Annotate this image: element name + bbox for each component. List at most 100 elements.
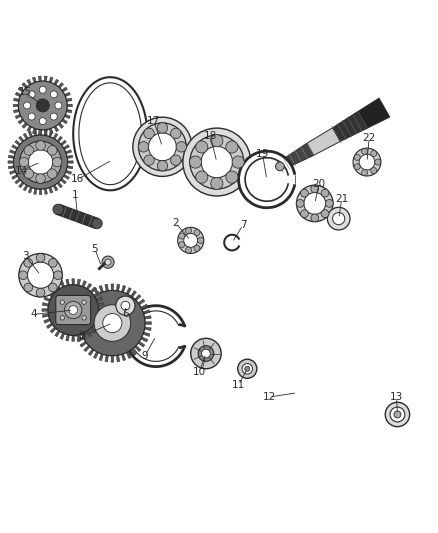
- Text: 17: 17: [147, 116, 160, 126]
- Text: 6: 6: [122, 309, 129, 319]
- Polygon shape: [67, 104, 72, 107]
- Circle shape: [24, 259, 32, 267]
- Polygon shape: [278, 143, 314, 170]
- Circle shape: [297, 185, 333, 222]
- Circle shape: [300, 210, 308, 217]
- Polygon shape: [105, 355, 109, 362]
- Polygon shape: [141, 304, 148, 309]
- Polygon shape: [22, 83, 27, 88]
- Polygon shape: [93, 352, 99, 359]
- Circle shape: [47, 169, 57, 179]
- Circle shape: [138, 123, 186, 171]
- Circle shape: [327, 207, 350, 230]
- Circle shape: [69, 305, 78, 314]
- Polygon shape: [99, 354, 103, 361]
- Text: 22: 22: [363, 133, 376, 143]
- Polygon shape: [94, 292, 100, 297]
- Circle shape: [211, 135, 223, 147]
- Circle shape: [148, 133, 177, 161]
- Circle shape: [14, 135, 67, 189]
- Circle shape: [47, 146, 57, 155]
- Circle shape: [178, 228, 204, 254]
- Circle shape: [185, 247, 191, 253]
- Polygon shape: [66, 150, 72, 154]
- Polygon shape: [66, 170, 72, 174]
- Circle shape: [116, 296, 135, 315]
- Polygon shape: [18, 136, 24, 142]
- Circle shape: [371, 167, 377, 174]
- Text: 12: 12: [262, 392, 276, 402]
- Text: 16: 16: [71, 174, 84, 184]
- Polygon shape: [32, 128, 36, 134]
- Circle shape: [179, 241, 185, 248]
- Polygon shape: [77, 279, 81, 286]
- Polygon shape: [358, 98, 390, 128]
- Text: 13: 13: [390, 392, 403, 402]
- Polygon shape: [105, 284, 109, 291]
- Polygon shape: [14, 109, 19, 113]
- Polygon shape: [27, 126, 32, 132]
- Polygon shape: [75, 310, 82, 314]
- Circle shape: [276, 162, 284, 171]
- Polygon shape: [46, 292, 53, 297]
- Circle shape: [189, 156, 201, 168]
- Polygon shape: [32, 77, 36, 83]
- Polygon shape: [143, 332, 150, 336]
- Polygon shape: [86, 283, 92, 289]
- Polygon shape: [90, 327, 96, 333]
- Text: 7: 7: [240, 220, 246, 230]
- Circle shape: [39, 86, 46, 93]
- Circle shape: [48, 285, 99, 335]
- Circle shape: [194, 230, 200, 236]
- Polygon shape: [117, 284, 120, 291]
- Polygon shape: [12, 175, 18, 180]
- Text: 9: 9: [142, 351, 148, 361]
- Polygon shape: [49, 128, 53, 134]
- Polygon shape: [145, 327, 151, 330]
- Polygon shape: [117, 355, 120, 362]
- Circle shape: [49, 283, 57, 292]
- Circle shape: [238, 359, 257, 378]
- Circle shape: [196, 141, 208, 153]
- Polygon shape: [64, 144, 70, 149]
- Polygon shape: [57, 182, 63, 188]
- Circle shape: [185, 228, 191, 233]
- Circle shape: [394, 411, 401, 418]
- Polygon shape: [126, 288, 131, 295]
- Polygon shape: [143, 310, 150, 314]
- Polygon shape: [57, 136, 63, 142]
- Text: 11: 11: [232, 380, 245, 390]
- Polygon shape: [111, 356, 114, 362]
- Circle shape: [28, 150, 53, 174]
- Polygon shape: [98, 303, 104, 306]
- Polygon shape: [15, 92, 21, 96]
- Circle shape: [245, 366, 250, 372]
- Polygon shape: [60, 333, 64, 340]
- Circle shape: [138, 142, 149, 152]
- Circle shape: [24, 146, 34, 155]
- Circle shape: [121, 301, 130, 310]
- Circle shape: [82, 300, 86, 304]
- Circle shape: [36, 174, 46, 183]
- Polygon shape: [15, 114, 21, 119]
- Circle shape: [36, 254, 45, 262]
- Circle shape: [52, 157, 62, 167]
- Polygon shape: [44, 189, 47, 195]
- Polygon shape: [86, 330, 92, 337]
- Polygon shape: [67, 166, 73, 169]
- Circle shape: [53, 271, 62, 279]
- Polygon shape: [80, 299, 87, 305]
- Polygon shape: [72, 335, 74, 341]
- Circle shape: [55, 102, 62, 109]
- Polygon shape: [64, 114, 71, 119]
- Polygon shape: [84, 294, 90, 301]
- Circle shape: [321, 210, 329, 217]
- Circle shape: [198, 237, 204, 244]
- Polygon shape: [93, 288, 99, 295]
- Circle shape: [196, 171, 208, 183]
- Circle shape: [19, 157, 29, 167]
- Polygon shape: [58, 83, 64, 88]
- Polygon shape: [34, 130, 37, 136]
- Circle shape: [53, 204, 64, 215]
- Polygon shape: [54, 126, 59, 132]
